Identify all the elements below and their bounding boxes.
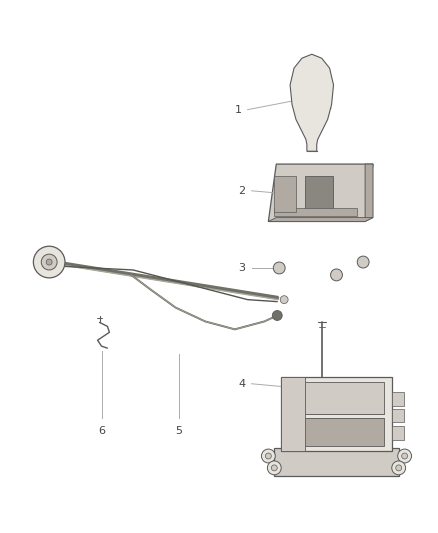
Polygon shape xyxy=(392,426,404,440)
Circle shape xyxy=(280,296,288,304)
Polygon shape xyxy=(290,54,333,151)
Polygon shape xyxy=(274,448,399,476)
Polygon shape xyxy=(281,377,305,451)
Polygon shape xyxy=(392,408,404,422)
Circle shape xyxy=(271,465,277,471)
Text: 1: 1 xyxy=(235,104,242,115)
Circle shape xyxy=(46,259,52,265)
Circle shape xyxy=(398,449,412,463)
Circle shape xyxy=(265,453,271,459)
Circle shape xyxy=(402,453,408,459)
Circle shape xyxy=(273,262,285,274)
Text: 2: 2 xyxy=(239,186,246,196)
Circle shape xyxy=(357,256,369,268)
Polygon shape xyxy=(274,176,296,212)
Circle shape xyxy=(396,465,402,471)
Circle shape xyxy=(261,449,275,463)
Circle shape xyxy=(331,269,343,281)
Polygon shape xyxy=(281,377,392,451)
Polygon shape xyxy=(268,217,373,222)
Circle shape xyxy=(272,311,282,320)
Polygon shape xyxy=(305,176,332,212)
Polygon shape xyxy=(289,382,384,415)
Polygon shape xyxy=(365,164,373,222)
Circle shape xyxy=(41,254,57,270)
Polygon shape xyxy=(274,208,357,215)
Polygon shape xyxy=(392,392,404,406)
Text: 6: 6 xyxy=(98,426,105,437)
Text: 4: 4 xyxy=(239,379,246,389)
Polygon shape xyxy=(268,164,373,222)
Circle shape xyxy=(267,461,281,475)
Circle shape xyxy=(392,461,406,475)
Text: 5: 5 xyxy=(175,426,182,437)
Text: 3: 3 xyxy=(239,263,246,273)
Circle shape xyxy=(33,246,65,278)
Polygon shape xyxy=(289,418,384,446)
